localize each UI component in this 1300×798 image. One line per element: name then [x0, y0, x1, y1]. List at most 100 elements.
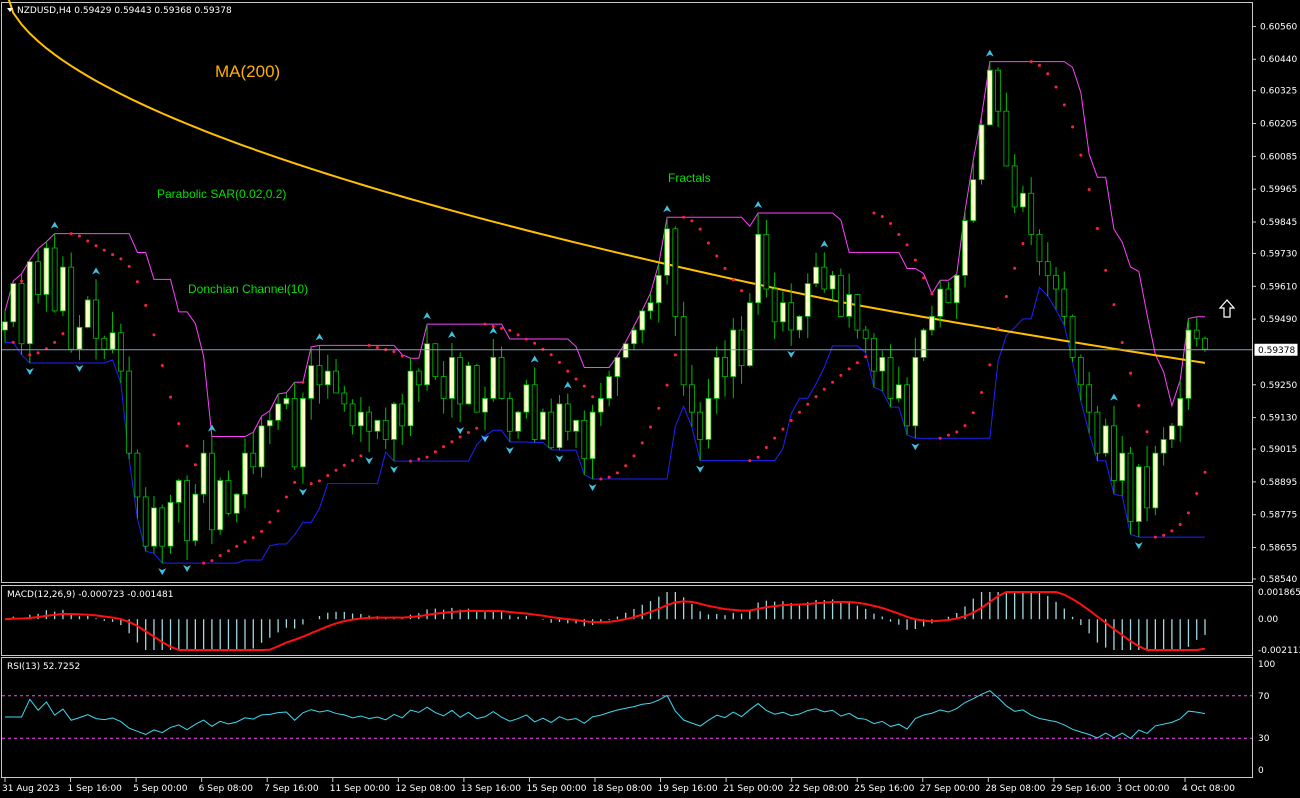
candle-body: [391, 403, 397, 440]
time-tick-label: 19 Sep 16:00: [658, 784, 718, 794]
sar-dot: [731, 278, 735, 282]
time-tick-label: 21 Sep 00:00: [723, 784, 783, 794]
sar-dot: [930, 292, 934, 296]
sar-dot: [582, 384, 586, 388]
sar-dot: [822, 387, 826, 391]
sar-dot: [657, 406, 661, 410]
candle-body: [887, 357, 894, 399]
candle-body: [970, 179, 977, 222]
fractal-up-marker: [315, 333, 324, 341]
candle-body: [399, 403, 406, 427]
candle-body: [490, 357, 497, 399]
candle-body: [713, 357, 720, 399]
up-arrow-icon: [1218, 299, 1236, 318]
time-tick-label: 12 Sep 08:00: [395, 784, 455, 794]
candle-body: [415, 370, 422, 386]
dropdown-triangle-icon[interactable]: [7, 8, 13, 12]
candle-body: [862, 329, 869, 339]
sar-dot: [127, 264, 131, 268]
candle-body: [159, 507, 166, 547]
candle-body: [349, 403, 356, 427]
sar-dot: [301, 380, 305, 384]
candle-body: [506, 398, 513, 432]
sar-dot: [1178, 522, 1182, 526]
candle-body: [556, 403, 563, 449]
fractal-down-marker: [158, 568, 167, 576]
candle-body: [275, 403, 282, 421]
candle-body: [43, 247, 50, 295]
sar-dot: [806, 402, 810, 406]
candle-body: [26, 261, 33, 345]
candle-body: [953, 274, 960, 304]
price-tick-label: 0.58895: [1260, 478, 1297, 488]
candle-body: [1011, 165, 1018, 208]
candle-body: [482, 398, 488, 413]
sar-dot: [706, 241, 710, 245]
sar-dot: [1153, 535, 1157, 539]
sar-dot: [77, 234, 81, 238]
candle-body: [920, 329, 927, 358]
candle-body: [357, 411, 364, 427]
candle-body: [871, 337, 877, 372]
sar-dot: [152, 333, 156, 337]
price-tick-label: 0.60325: [1260, 87, 1297, 97]
fractal-down-marker: [183, 565, 192, 573]
candle-body: [755, 233, 762, 304]
candle-body: [76, 326, 83, 350]
fractal-up-marker: [820, 240, 829, 248]
sar-dot: [251, 536, 255, 540]
candle-body: [904, 384, 910, 427]
time-tick-label: 15 Sep 00:00: [526, 784, 586, 794]
sar-dot: [1145, 430, 1149, 434]
time-tick-label: 27 Sep 00:00: [920, 784, 980, 794]
candle-body: [184, 480, 190, 542]
candle-body: [688, 384, 695, 413]
candle-body: [1102, 425, 1109, 454]
sar-dot: [624, 464, 628, 468]
price-tick-label: 0.59250: [1260, 381, 1297, 391]
candle-body: [266, 419, 273, 427]
sar-dot: [1195, 491, 1199, 495]
sar-dot: [1120, 341, 1124, 345]
fractal-up-marker: [207, 424, 216, 432]
sar-dot: [202, 561, 206, 565]
macd-tick-label: -0.002113: [1258, 646, 1300, 656]
fractal-down-marker: [588, 483, 597, 491]
candle-body: [813, 266, 819, 284]
candle-body: [233, 493, 240, 514]
candle-body: [217, 480, 224, 531]
rsi-tick-label: 100: [1258, 660, 1275, 670]
sar-dot: [723, 266, 727, 270]
sar-dot: [475, 426, 479, 430]
sar-dot: [913, 258, 917, 262]
sar-dot: [690, 219, 694, 223]
fractal-down-marker: [456, 427, 465, 435]
candle-body: [548, 411, 555, 449]
sar-dot: [367, 343, 371, 347]
sar-dot: [425, 455, 429, 459]
candle-body: [84, 299, 91, 328]
candle-body: [664, 228, 670, 276]
time-tick-label: 1 Sep 16:00: [68, 784, 123, 794]
sar-dot: [574, 377, 578, 381]
sar-dot: [855, 361, 859, 365]
candle-body: [225, 480, 232, 514]
fractal-up-marker: [985, 49, 994, 57]
candle-body: [1152, 452, 1159, 509]
donchian-annotation: Donchian Channel(10): [188, 282, 308, 296]
sar-dot: [632, 454, 636, 458]
time-tick-label: 31 Aug 2023: [2, 784, 60, 794]
fractal-up-marker: [423, 312, 432, 320]
fractal-up-marker: [563, 381, 572, 389]
sar-dot: [94, 244, 98, 248]
sar-dot: [831, 380, 835, 384]
candle-body: [300, 398, 306, 468]
candle-body: [316, 365, 323, 386]
candle-body: [763, 233, 770, 290]
sar-dot: [193, 463, 197, 467]
candle-body: [151, 507, 157, 547]
sar-dot: [599, 477, 603, 481]
sar-dot: [11, 340, 15, 344]
candle-body: [175, 480, 182, 503]
candle-body: [117, 332, 124, 372]
